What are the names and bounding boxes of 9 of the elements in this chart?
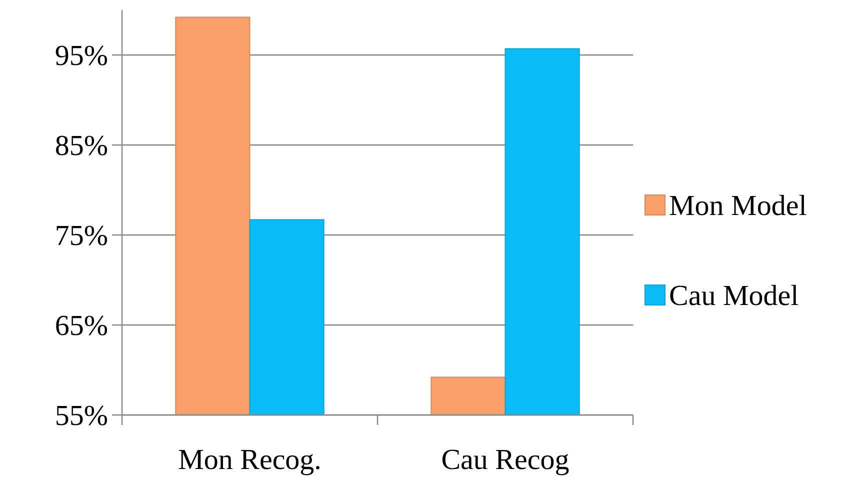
x-tick-label: Cau Recog [441, 444, 570, 476]
y-tick-label: 75% [54, 220, 108, 252]
y-tick-label: 85% [54, 130, 108, 162]
y-tick-label: 55% [54, 400, 108, 432]
x-tick-label: Mon Recog. [178, 444, 322, 476]
y-tick-label: 65% [54, 310, 108, 342]
legend-label: Mon Model [669, 190, 807, 222]
legend-label: Cau Model [669, 280, 799, 312]
y-tick-label: 95% [54, 40, 108, 72]
